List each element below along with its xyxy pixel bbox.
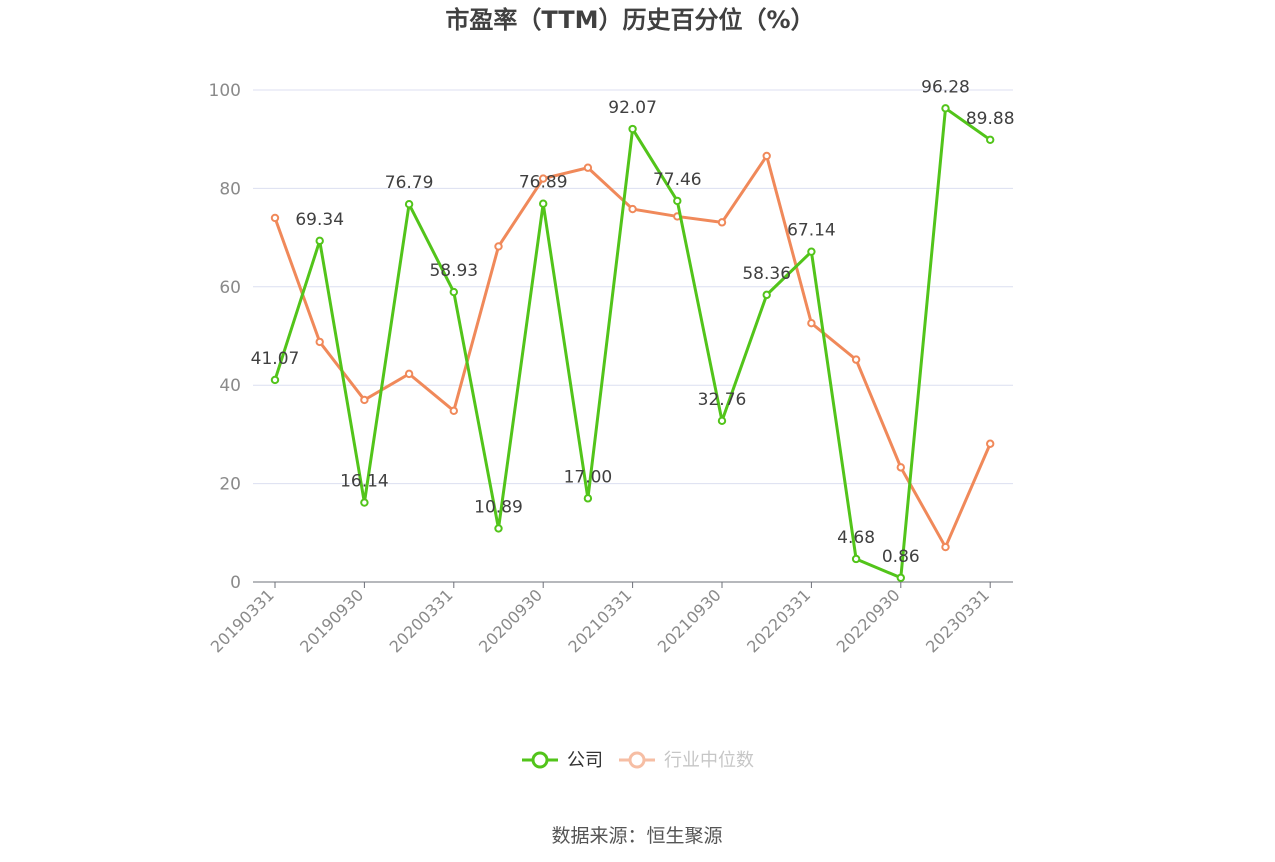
y-tick-label: 80	[219, 179, 241, 199]
x-tick-label: 20200331	[386, 585, 457, 656]
data-point	[851, 355, 861, 364]
data-point	[583, 494, 593, 503]
grid-lines	[253, 89, 1013, 485]
legend-item-0[interactable]: 公司	[522, 750, 603, 771]
data-label: 4.68	[837, 528, 875, 548]
data-point	[315, 236, 324, 246]
data-point	[673, 196, 682, 206]
x-axis: 20190331 20190930 20200331 20200930 20210331…	[207, 581, 1013, 656]
x-tick-label: 20220331	[743, 585, 814, 656]
x-tick-label: 20220930	[833, 585, 904, 656]
data-point	[762, 290, 771, 300]
data-point	[717, 218, 727, 227]
data-point	[807, 319, 816, 328]
x-tick-label: 20210930	[654, 585, 725, 656]
data-point	[807, 247, 816, 256]
data-source-note: 数据来源：恒生聚源	[551, 825, 722, 847]
data-point	[628, 204, 637, 214]
data-label: 41.07	[251, 349, 300, 369]
data-point	[315, 337, 324, 347]
data-label: 16.14	[340, 472, 389, 492]
data-label: 89.88	[966, 109, 1015, 129]
data-point	[986, 439, 995, 448]
y-tick-label: 60	[219, 278, 241, 298]
data-point	[896, 463, 905, 472]
data-label: 67.14	[787, 221, 836, 241]
data-label: 92.07	[608, 98, 657, 118]
series-line	[273, 106, 992, 580]
legend-marker-icon	[531, 751, 549, 769]
data-label: 69.34	[295, 210, 344, 230]
data-point	[583, 163, 593, 172]
data-point	[851, 554, 861, 564]
data-label: 96.28	[921, 77, 970, 97]
chart-title: 市盈率（TTM）历史百分位（%）	[445, 6, 814, 34]
data-point	[539, 174, 548, 183]
data-label: 58.36	[742, 264, 791, 284]
data-point	[986, 135, 995, 144]
data-label: 10.89	[474, 497, 523, 517]
data-label: 58.93	[429, 261, 478, 281]
data-point	[449, 406, 458, 415]
data-point	[270, 375, 280, 385]
y-axis: 0 20 40 60 80 100	[209, 81, 241, 593]
series-1	[270, 151, 995, 552]
data-label: 77.46	[653, 170, 702, 190]
data-point	[449, 287, 458, 297]
data-point	[360, 498, 369, 507]
data-point	[941, 104, 950, 113]
x-tick-label: 20200930	[475, 585, 546, 656]
legend-label: 公司	[567, 750, 603, 771]
data-label: 76.79	[385, 173, 434, 193]
data-point	[717, 416, 727, 426]
data-label: 76.89	[519, 173, 568, 193]
y-tick-label: 0	[230, 573, 241, 593]
data-point	[539, 199, 548, 208]
x-tick-label: 20190930	[296, 585, 367, 656]
data-point	[628, 124, 637, 134]
x-tick-label: 20210331	[564, 585, 635, 656]
data-label: 32.76	[698, 390, 747, 410]
y-tick-label: 100	[209, 81, 241, 101]
y-tick-label: 20	[219, 475, 241, 495]
data-point	[762, 151, 771, 161]
data-label: 17.00	[564, 467, 613, 487]
data-point	[360, 395, 369, 405]
data-label: 0.86	[882, 547, 920, 567]
legend-label: 行业中位数	[664, 750, 754, 771]
y-tick-label: 40	[219, 376, 241, 396]
data-point	[494, 524, 503, 533]
x-tick-label: 20190331	[207, 585, 278, 656]
data-labels: 41.07 69.34 16.14 76.79 58.93 10.89 76.89 17.00…	[251, 77, 1015, 566]
data-point	[896, 573, 905, 582]
legend-item-1[interactable]: 行业中位数	[619, 750, 754, 771]
data-point	[941, 542, 950, 552]
x-tick-label: 20230331	[922, 585, 993, 656]
data-point	[270, 213, 280, 223]
legend[interactable]: 公司 行业中位数	[522, 750, 754, 771]
data-point	[404, 199, 414, 209]
data-point	[404, 369, 414, 379]
plot-area	[270, 104, 995, 582]
legend-marker-icon	[628, 751, 646, 769]
data-point	[494, 242, 503, 251]
series-0	[270, 104, 995, 582]
